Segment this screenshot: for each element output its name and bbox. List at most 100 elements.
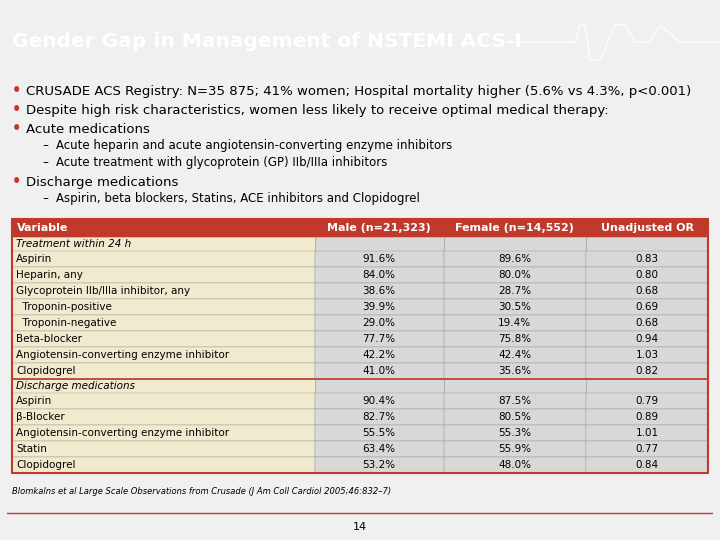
Bar: [315, 379, 444, 393]
Bar: [12, 283, 315, 299]
Text: Troponin-positive: Troponin-positive: [16, 302, 112, 312]
Bar: [444, 267, 586, 283]
Text: β-Blocker: β-Blocker: [16, 412, 65, 422]
Bar: [444, 457, 586, 473]
Text: Blomkalns et al Large Scale Observations from Crusade (J Am Coll Cardiol 2005;46: Blomkalns et al Large Scale Observations…: [12, 487, 391, 496]
Text: 55.3%: 55.3%: [498, 428, 531, 438]
Text: 82.7%: 82.7%: [363, 412, 396, 422]
Text: Gender Gap in Management of NSTEMI ACS-I: Gender Gap in Management of NSTEMI ACS-I: [12, 32, 522, 51]
Text: Beta-blocker: Beta-blocker: [16, 334, 82, 344]
Text: 42.2%: 42.2%: [363, 350, 396, 360]
Bar: [444, 283, 586, 299]
Text: 28.7%: 28.7%: [498, 286, 531, 296]
Text: •: •: [12, 174, 22, 188]
Text: 87.5%: 87.5%: [498, 396, 531, 406]
Text: Aspirin: Aspirin: [16, 396, 53, 406]
Text: –: –: [42, 156, 48, 169]
Bar: [444, 425, 586, 441]
Bar: [444, 331, 586, 347]
Bar: [12, 393, 315, 409]
Bar: [586, 393, 708, 409]
Text: 91.6%: 91.6%: [363, 254, 396, 264]
Bar: [315, 441, 444, 457]
Text: 19.4%: 19.4%: [498, 318, 531, 328]
Text: Discharge medications: Discharge medications: [16, 381, 135, 391]
Text: 14: 14: [353, 522, 367, 531]
Text: 41.0%: 41.0%: [363, 366, 396, 376]
Text: 30.5%: 30.5%: [498, 302, 531, 312]
Bar: [315, 283, 444, 299]
Bar: [586, 219, 708, 237]
Bar: [444, 315, 586, 331]
Text: Angiotensin-converting enzyme inhibitor: Angiotensin-converting enzyme inhibitor: [16, 350, 229, 360]
Bar: [315, 393, 444, 409]
Bar: [586, 283, 708, 299]
Bar: [12, 267, 315, 283]
Text: Angiotensin-converting enzyme inhibitor: Angiotensin-converting enzyme inhibitor: [16, 428, 229, 438]
Bar: [444, 441, 586, 457]
Bar: [315, 267, 444, 283]
Bar: [12, 347, 315, 363]
Bar: [586, 441, 708, 457]
Bar: [315, 457, 444, 473]
Text: Acute treatment with glycoprotein (GP) IIb/IIIa inhibitors: Acute treatment with glycoprotein (GP) I…: [56, 156, 387, 169]
Bar: [12, 331, 315, 347]
Text: Acute heparin and acute angiotensin-converting enzyme inhibitors: Acute heparin and acute angiotensin-conv…: [56, 139, 452, 152]
Bar: [315, 299, 444, 315]
Bar: [12, 409, 315, 425]
Text: 0.77: 0.77: [636, 444, 659, 454]
Text: 80.5%: 80.5%: [498, 412, 531, 422]
Bar: [444, 237, 586, 251]
Text: 42.4%: 42.4%: [498, 350, 531, 360]
Bar: [586, 251, 708, 267]
Text: 0.84: 0.84: [636, 460, 659, 470]
Bar: [444, 363, 586, 379]
Text: –: –: [42, 139, 48, 152]
Text: Discharge medications: Discharge medications: [26, 176, 179, 188]
Bar: [586, 457, 708, 473]
Bar: [315, 251, 444, 267]
Bar: [12, 379, 315, 393]
Bar: [586, 347, 708, 363]
Bar: [315, 347, 444, 363]
Text: 1.01: 1.01: [636, 428, 659, 438]
Bar: [444, 299, 586, 315]
Text: 38.6%: 38.6%: [363, 286, 396, 296]
Bar: [444, 219, 586, 237]
Bar: [315, 425, 444, 441]
Bar: [12, 425, 315, 441]
Text: 35.6%: 35.6%: [498, 366, 531, 376]
Text: 90.4%: 90.4%: [363, 396, 396, 406]
Bar: [586, 379, 708, 393]
Text: –: –: [42, 192, 48, 205]
Bar: [444, 393, 586, 409]
Text: Aspirin: Aspirin: [16, 254, 53, 264]
Bar: [315, 315, 444, 331]
Text: Clopidogrel: Clopidogrel: [16, 366, 76, 376]
Text: 0.80: 0.80: [636, 270, 659, 280]
Bar: [586, 409, 708, 425]
Bar: [586, 315, 708, 331]
Bar: [586, 331, 708, 347]
Text: Heparin, any: Heparin, any: [16, 270, 83, 280]
Text: 0.69: 0.69: [636, 302, 659, 312]
Text: 48.0%: 48.0%: [498, 460, 531, 470]
Bar: [586, 425, 708, 441]
Text: 29.0%: 29.0%: [363, 318, 396, 328]
Text: Despite high risk characteristics, women less likely to receive optimal medical : Despite high risk characteristics, women…: [26, 104, 608, 117]
Text: Male (n=21,323): Male (n=21,323): [328, 223, 431, 233]
Bar: [315, 237, 444, 251]
Text: 77.7%: 77.7%: [363, 334, 396, 344]
Text: Acute medications: Acute medications: [26, 123, 150, 136]
Text: 80.0%: 80.0%: [498, 270, 531, 280]
Text: 39.9%: 39.9%: [363, 302, 396, 312]
Bar: [586, 237, 708, 251]
Bar: [444, 251, 586, 267]
Text: 55.5%: 55.5%: [363, 428, 396, 438]
Bar: [12, 219, 315, 237]
Text: Statin: Statin: [16, 444, 47, 454]
Text: 75.8%: 75.8%: [498, 334, 531, 344]
Bar: [12, 299, 315, 315]
Bar: [12, 219, 708, 473]
Bar: [12, 315, 315, 331]
